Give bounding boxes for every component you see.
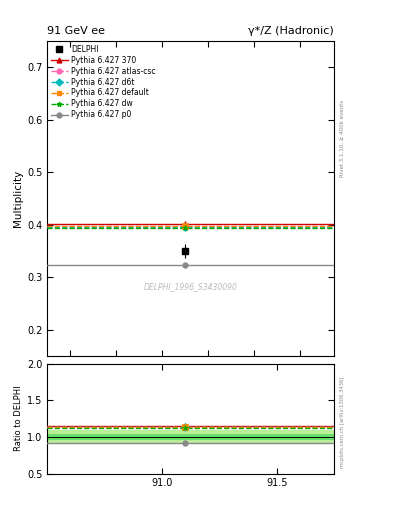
Text: mcplots.cern.ch [arXiv:1306.3436]: mcplots.cern.ch [arXiv:1306.3436] [340, 377, 345, 468]
Text: DELPHI_1996_S3430090: DELPHI_1996_S3430090 [144, 282, 237, 291]
Y-axis label: Ratio to DELPHI: Ratio to DELPHI [14, 386, 23, 452]
Bar [47, 430, 334, 443]
Bar [47, 434, 334, 440]
Text: Rivet 3.1.10, ≥ 400k events: Rivet 3.1.10, ≥ 400k events [340, 100, 345, 177]
Y-axis label: Multiplicity: Multiplicity [13, 170, 23, 227]
Text: γ*/Z (Hadronic): γ*/Z (Hadronic) [248, 26, 334, 36]
Text: 91 GeV ee: 91 GeV ee [47, 26, 105, 36]
Legend: DELPHI, Pythia 6.427 370, Pythia 6.427 atlas-csc, Pythia 6.427 d6t, Pythia 6.427: DELPHI, Pythia 6.427 370, Pythia 6.427 a… [50, 43, 157, 121]
